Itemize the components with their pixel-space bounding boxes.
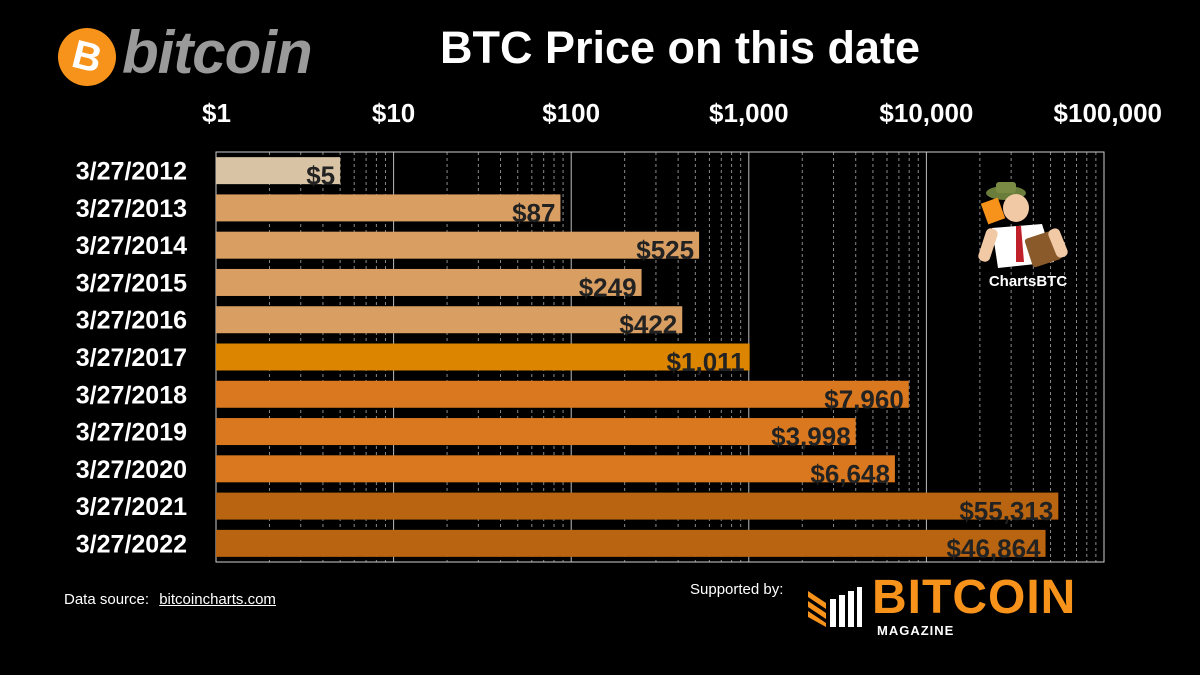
- data-source-link[interactable]: bitcoincharts.com: [159, 591, 276, 608]
- supported-by-label: Supported by:: [690, 581, 784, 598]
- data-label: $249: [579, 272, 637, 302]
- chart-title: BTC Price on this date: [439, 22, 921, 73]
- data-source: Data source: bitcoincharts.com: [64, 591, 276, 608]
- chartsbtc-mascot-icon: [978, 182, 1068, 268]
- bitcoin-magazine-icon: [808, 587, 862, 627]
- category-label: 3/27/2012: [76, 158, 187, 186]
- bitcoin-logo: B bitcoin: [51, 19, 338, 93]
- x-tick-label: $10: [372, 98, 415, 128]
- bar: [216, 343, 750, 371]
- category-label: 3/27/2013: [76, 195, 187, 223]
- bar: [216, 194, 561, 222]
- mascot-label: ChartsBTC: [988, 273, 1068, 290]
- category-label: 3/27/2018: [76, 381, 187, 409]
- bar: [216, 418, 856, 446]
- bar: [216, 455, 895, 483]
- x-tick-label: $100,000: [1054, 98, 1162, 128]
- bitcoin-magazine-wordmark: BITCOIN: [872, 571, 1077, 624]
- bitcoin-wordmark: bitcoin: [122, 19, 313, 86]
- data-label: $55,313: [959, 496, 1053, 526]
- category-label: 3/27/2022: [76, 530, 187, 558]
- category-label: 3/27/2015: [76, 269, 187, 297]
- bar: [216, 492, 1059, 520]
- data-labels: $5 $87 $525 $249 $422 $1,011 $7,960 $3,998 $6,64…: [306, 161, 1053, 564]
- bar: [216, 231, 700, 259]
- data-label: $3,998: [771, 422, 851, 452]
- bitcoin-magazine-subtitle: MAGAZINE: [877, 623, 955, 638]
- data-label: $87: [512, 198, 555, 228]
- x-tick-label: $1: [202, 98, 231, 128]
- data-label: $525: [636, 235, 694, 265]
- data-label: $1,011: [667, 347, 745, 377]
- category-label: 3/27/2017: [76, 344, 187, 372]
- x-tick-label: $1,000: [709, 98, 789, 128]
- data-label: $422: [619, 310, 677, 340]
- data-label: $6,648: [810, 459, 890, 489]
- data-source-label: Data source:: [64, 591, 150, 608]
- category-label: 3/27/2020: [76, 456, 187, 484]
- bar: [216, 380, 909, 408]
- bar: [216, 529, 1046, 557]
- bar: [216, 157, 341, 185]
- bars: [216, 157, 1059, 557]
- category-label: 3/27/2021: [76, 493, 187, 521]
- category-labels: 3/27/2012 3/27/2013 3/27/2014 3/27/2015 3/27…: [76, 158, 187, 559]
- data-label: $46,864: [947, 533, 1042, 563]
- x-tick-label: $10,000: [879, 98, 973, 128]
- data-label: $7,960: [824, 384, 904, 414]
- data-label: $5: [306, 161, 335, 191]
- category-label: 3/27/2016: [76, 307, 187, 335]
- category-label: 3/27/2019: [76, 419, 187, 447]
- x-tick-label: $100: [542, 98, 600, 128]
- bar: [216, 306, 683, 334]
- bar: [216, 268, 642, 296]
- category-label: 3/27/2014: [76, 232, 187, 260]
- x-axis-ticks: $1 $10 $100 $1,000 $10,000 $100,000: [202, 98, 1162, 128]
